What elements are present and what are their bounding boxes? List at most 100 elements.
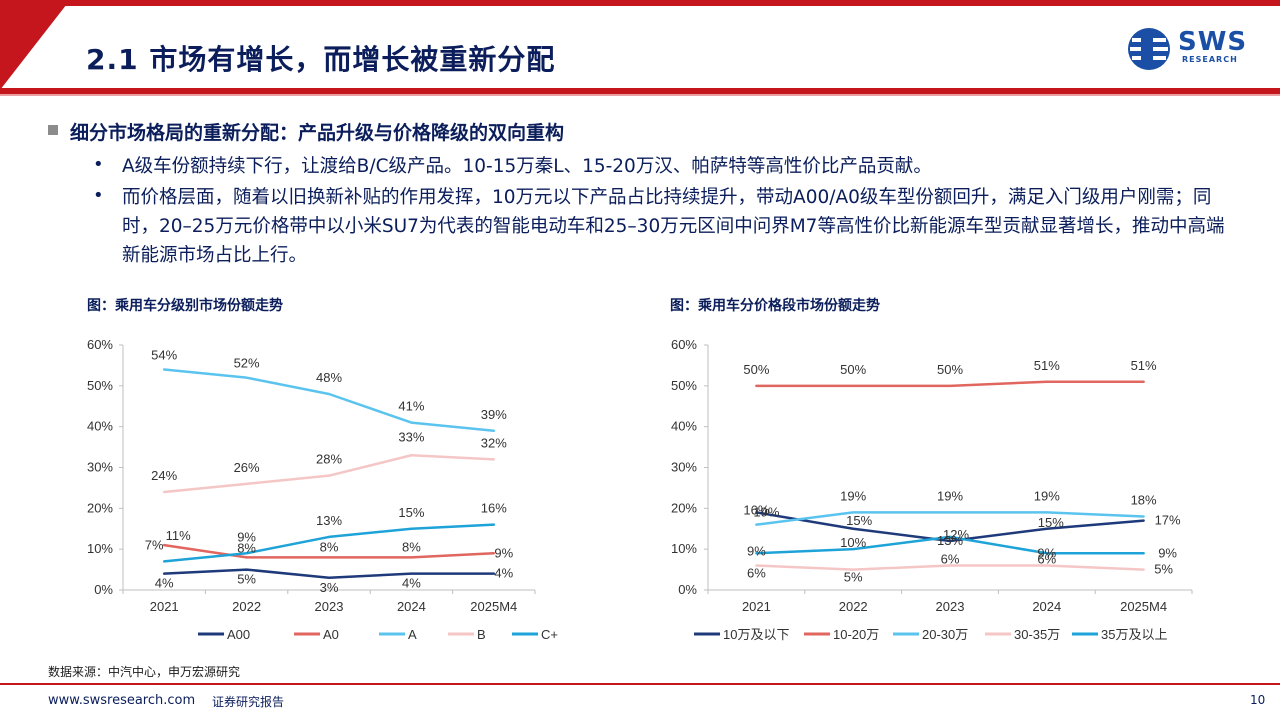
chart-title-left: 图：乘用车分级别市场份额走势 — [87, 298, 283, 314]
data-label: 16% — [743, 503, 769, 518]
data-label: 39% — [481, 407, 507, 422]
data-label: 50% — [840, 362, 866, 377]
data-label: 9% — [1037, 545, 1056, 560]
y-tick-label: 60% — [671, 337, 697, 352]
header-divider — [0, 88, 1280, 94]
data-label: 50% — [937, 362, 963, 377]
data-label: 33% — [398, 429, 424, 444]
data-source: 数据来源：中汽中心，申万宏源研究 — [48, 665, 241, 679]
y-tick-label: 10% — [671, 541, 697, 556]
data-label: 5% — [844, 570, 863, 585]
series-line-5 — [755, 535, 1145, 555]
data-label: 6% — [1037, 552, 1056, 567]
data-label: 19% — [1034, 488, 1060, 503]
data-label: 12% — [943, 527, 969, 542]
x-tick-label: 2021 — [150, 599, 179, 614]
y-tick-label: 30% — [87, 460, 113, 475]
data-label: 19% — [753, 504, 779, 519]
data-label: 48% — [316, 370, 342, 385]
data-label: 8% — [237, 540, 256, 555]
data-label: 28% — [316, 452, 342, 467]
data-label: 9% — [1158, 545, 1177, 560]
bullet-dot: • — [93, 185, 104, 206]
data-label: 11% — [166, 528, 191, 543]
y-tick-label: 20% — [671, 500, 697, 515]
data-label: 13% — [316, 513, 342, 528]
section-bullet-square — [48, 125, 58, 135]
legend-label: A0 — [323, 627, 339, 642]
bullet-text-2: 而价格层面，随着以旧换新补贴的作用发挥，10万元以下产品占比持续提升，带动A00… — [122, 187, 1225, 266]
data-label: 41% — [398, 399, 424, 414]
logo-text: SWS — [1178, 27, 1248, 57]
legend-label: 35万及以上 — [1101, 627, 1167, 642]
series-line-1 — [755, 511, 1145, 543]
sws-logo-icon — [1128, 28, 1170, 70]
x-tick-label: 2022 — [839, 599, 868, 614]
series-line-2 — [162, 543, 496, 559]
data-label: 4% — [155, 576, 174, 591]
data-label: 10% — [840, 535, 866, 550]
data-label: 13% — [937, 533, 963, 548]
footer-report-label: 证券研究报告 — [212, 695, 285, 709]
data-label: 19% — [840, 488, 866, 503]
legend-label: B — [477, 627, 486, 642]
data-label: 19% — [937, 488, 963, 503]
section-title: 细分市场格局的重新分配：产品升级与价格降级的双向重构 — [70, 122, 565, 144]
footer-divider — [0, 683, 1280, 685]
series-line-3 — [162, 368, 496, 432]
data-label: 6% — [747, 566, 766, 581]
page-number: 10 — [1250, 693, 1266, 707]
y-tick-label: 0% — [94, 582, 113, 597]
data-label: 9% — [747, 543, 766, 558]
data-label: 51% — [1131, 358, 1157, 373]
data-label: 26% — [234, 460, 260, 475]
data-label: 16% — [481, 501, 507, 516]
series-line-1 — [162, 568, 496, 579]
data-label: 4% — [494, 566, 513, 581]
data-label: 15% — [846, 513, 872, 528]
x-tick-label: 2022 — [232, 599, 261, 614]
series-line-4 — [755, 564, 1145, 571]
y-tick-label: 20% — [87, 500, 113, 515]
data-label: 15% — [398, 505, 424, 520]
series-line-4 — [162, 454, 496, 494]
data-label: 3% — [320, 580, 339, 595]
data-label: 50% — [743, 362, 769, 377]
header-divider-shadow — [0, 94, 1280, 96]
header-corner-accent — [0, 0, 70, 90]
bullet-text-1: A级车份额持续下行，让渡给B/C级产品。10-15万秦L、15-20万汉、帕萨特… — [122, 156, 932, 177]
y-tick-label: 40% — [671, 419, 697, 434]
data-label: 24% — [151, 468, 177, 483]
y-tick-label: 50% — [671, 378, 697, 393]
data-label: 54% — [151, 348, 177, 363]
data-label: 5% — [237, 572, 256, 587]
data-label: 17% — [1155, 513, 1181, 528]
x-tick-label: 2025M4 — [470, 599, 517, 614]
data-label: 32% — [481, 435, 507, 450]
legend-label: 10-20万 — [833, 627, 879, 642]
data-label: 5% — [1154, 562, 1173, 577]
legend-label: A00 — [227, 627, 250, 642]
y-tick-label: 40% — [87, 419, 113, 434]
data-label: 51% — [1034, 358, 1060, 373]
data-label: 7% — [145, 537, 164, 552]
chart-title-right: 图：乘用车分价格段市场份额走势 — [670, 298, 880, 314]
x-tick-label: 2025M4 — [1120, 599, 1167, 614]
data-label: 52% — [234, 356, 260, 371]
x-tick-label: 2024 — [1032, 599, 1061, 614]
y-tick-label: 60% — [87, 337, 113, 352]
data-label: 15% — [1038, 515, 1064, 530]
footer-url: www.swsresearch.com — [48, 693, 196, 708]
data-label: 18% — [1131, 493, 1157, 508]
y-tick-label: 50% — [87, 378, 113, 393]
bullet-dot: • — [93, 154, 104, 175]
series-line-3 — [755, 511, 1145, 526]
y-tick-label: 0% — [678, 582, 697, 597]
legend-label: 30-35万 — [1014, 627, 1060, 642]
page-title: 2.1 市场有增长，而增长被重新分配 — [86, 43, 556, 76]
legend-label: 10万及以下 — [723, 627, 789, 642]
header-top-bar — [0, 0, 1280, 6]
series-line-2 — [755, 380, 1145, 388]
